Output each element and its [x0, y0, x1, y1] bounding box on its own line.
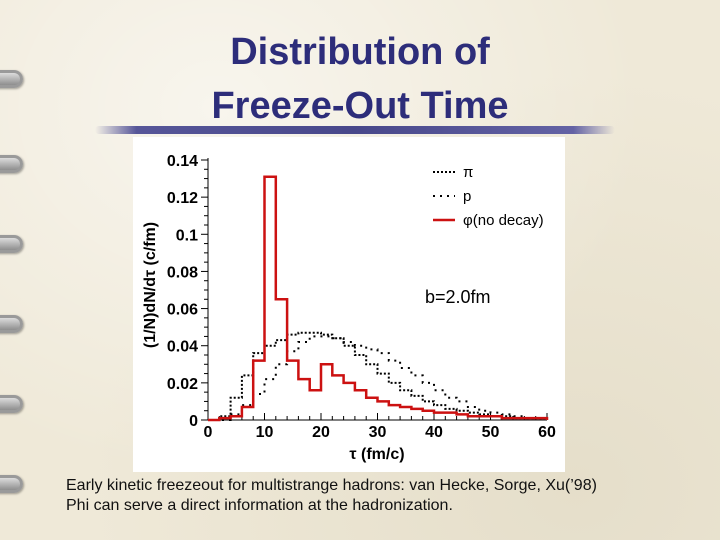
x-tick-label: 0 [204, 424, 213, 441]
chart-axes: 0 0.02 0.04 0.06 0.08 0.1 0.12 0.14 0 10 20 30 40 50 6… [167, 153, 556, 441]
y-tick-label: 0.1 [176, 227, 198, 244]
y-tick-label: 0.04 [167, 339, 198, 356]
y-axis-label: (1/N)dN/dτ (c/fm) [142, 222, 159, 348]
y-tick-label: 0.08 [167, 264, 198, 281]
x-tick-label: 10 [256, 424, 274, 441]
slide-title-line-2: Freeze-Out Time [211, 85, 509, 127]
binder-ring [0, 475, 23, 493]
chart-legend: πp φ(no decay) [433, 164, 544, 229]
y-tick-label: 0.02 [167, 376, 198, 393]
legend-label: π [463, 164, 473, 181]
freeze-out-time-chart: 0 0.02 0.04 0.06 0.08 0.1 0.12 0.14 0 10 20 30 40 50 6… [133, 137, 565, 472]
chart-annotation: b=2.0fm [425, 287, 491, 307]
chart-svg: 0 0.02 0.04 0.06 0.08 0.1 0.12 0.14 0 10 20 30 40 50 6… [142, 153, 556, 463]
series-line-dense-dotted [208, 331, 548, 421]
binder-ring [0, 155, 23, 173]
chart-series [208, 175, 549, 422]
binder-ring [0, 395, 23, 413]
title-underline-brush [95, 126, 615, 134]
binder-ring [0, 70, 23, 88]
slide-title-line-1: Distribution of [230, 31, 490, 73]
series-line-sparse-dotted [208, 335, 548, 421]
caption-line-1: Early kinetic freezeout for multistrange… [66, 477, 597, 494]
binder-ring [0, 235, 23, 253]
x-tick-label: 20 [312, 424, 330, 441]
y-tick-label: 0 [189, 413, 198, 430]
y-tick-label: 0.14 [167, 153, 198, 170]
y-tick-label: 0.06 [167, 302, 198, 319]
x-tick-label: 50 [482, 424, 500, 441]
notebook-binder-rings [0, 40, 30, 520]
x-axis-label: τ (fm/c) [349, 446, 404, 463]
y-tick-label: 0.12 [167, 190, 198, 207]
series-line-solid [208, 175, 549, 422]
legend-label: p [463, 188, 471, 205]
x-tick-label: 40 [425, 424, 443, 441]
slide-caption: Early kinetic freezeout for multistrange… [66, 476, 706, 516]
x-tick-label: 60 [538, 424, 556, 441]
caption-line-2: Phi can serve a direct information at th… [66, 497, 453, 514]
binder-ring [0, 315, 23, 333]
x-tick-label: 30 [369, 424, 387, 441]
legend-label: φ(no decay) [463, 212, 544, 229]
